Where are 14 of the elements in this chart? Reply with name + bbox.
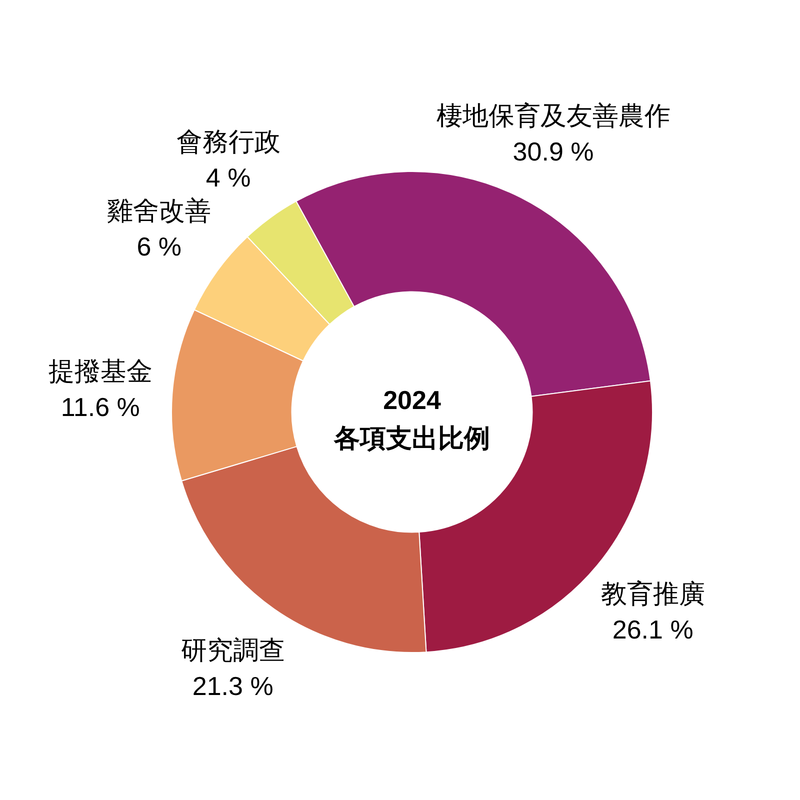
- slice-label: 研究調查: [180, 635, 285, 666]
- slice-label: 棲地保育及友善農作: [436, 100, 670, 130]
- slice-label: 會務行政: [176, 126, 280, 156]
- data-label: 11.6 %: [60, 392, 140, 422]
- text: 2024: [383, 385, 442, 416]
- data-label: 6 %: [136, 232, 182, 262]
- slice-label: 雞舍改善: [107, 196, 212, 226]
- data-label: 4 %: [206, 162, 251, 192]
- text: 各項支出比例: [333, 423, 490, 454]
- data-label: 30.9 %: [512, 136, 594, 166]
- data-label: 26.1 %: [612, 614, 694, 644]
- slice-label: 教育推廣: [600, 578, 705, 608]
- slice-label: 提撥基金: [48, 356, 152, 386]
- data-label: 21.3 %: [192, 671, 274, 702]
